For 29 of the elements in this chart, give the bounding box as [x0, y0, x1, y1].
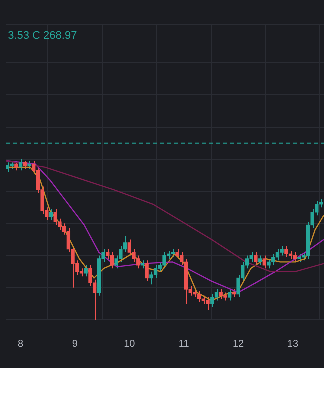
candlestick	[176, 248, 180, 260]
candlestick	[145, 260, 149, 282]
candlestick	[262, 255, 266, 270]
x-tick-label: 11	[178, 338, 190, 350]
candlestick	[49, 208, 54, 221]
candlestick	[254, 252, 258, 266]
candlestick	[250, 252, 254, 263]
candlestick	[293, 252, 297, 263]
candlestick	[214, 288, 219, 302]
candlestick	[18, 158, 23, 172]
x-tick-label: 12	[232, 338, 245, 350]
candlestick	[162, 252, 166, 270]
candlestick	[280, 246, 284, 256]
candlestick	[150, 271, 154, 286]
x-tick-label: 13	[287, 338, 299, 350]
text: 3.53 C 268.97	[8, 30, 78, 42]
candlestick	[154, 264, 158, 279]
x-tick-label: 9	[72, 338, 78, 350]
candlestick	[228, 288, 232, 302]
candlestick	[210, 294, 214, 308]
candlestick	[276, 248, 280, 262]
x-tick-label: 8	[18, 338, 24, 350]
candlestick	[14, 160, 18, 172]
candlestick	[206, 297, 210, 311]
candlestick	[84, 264, 88, 278]
x-tick-label: 10	[124, 338, 136, 350]
candlestick	[258, 255, 262, 266]
candlestick	[284, 246, 288, 258]
candlestick	[110, 252, 114, 270]
